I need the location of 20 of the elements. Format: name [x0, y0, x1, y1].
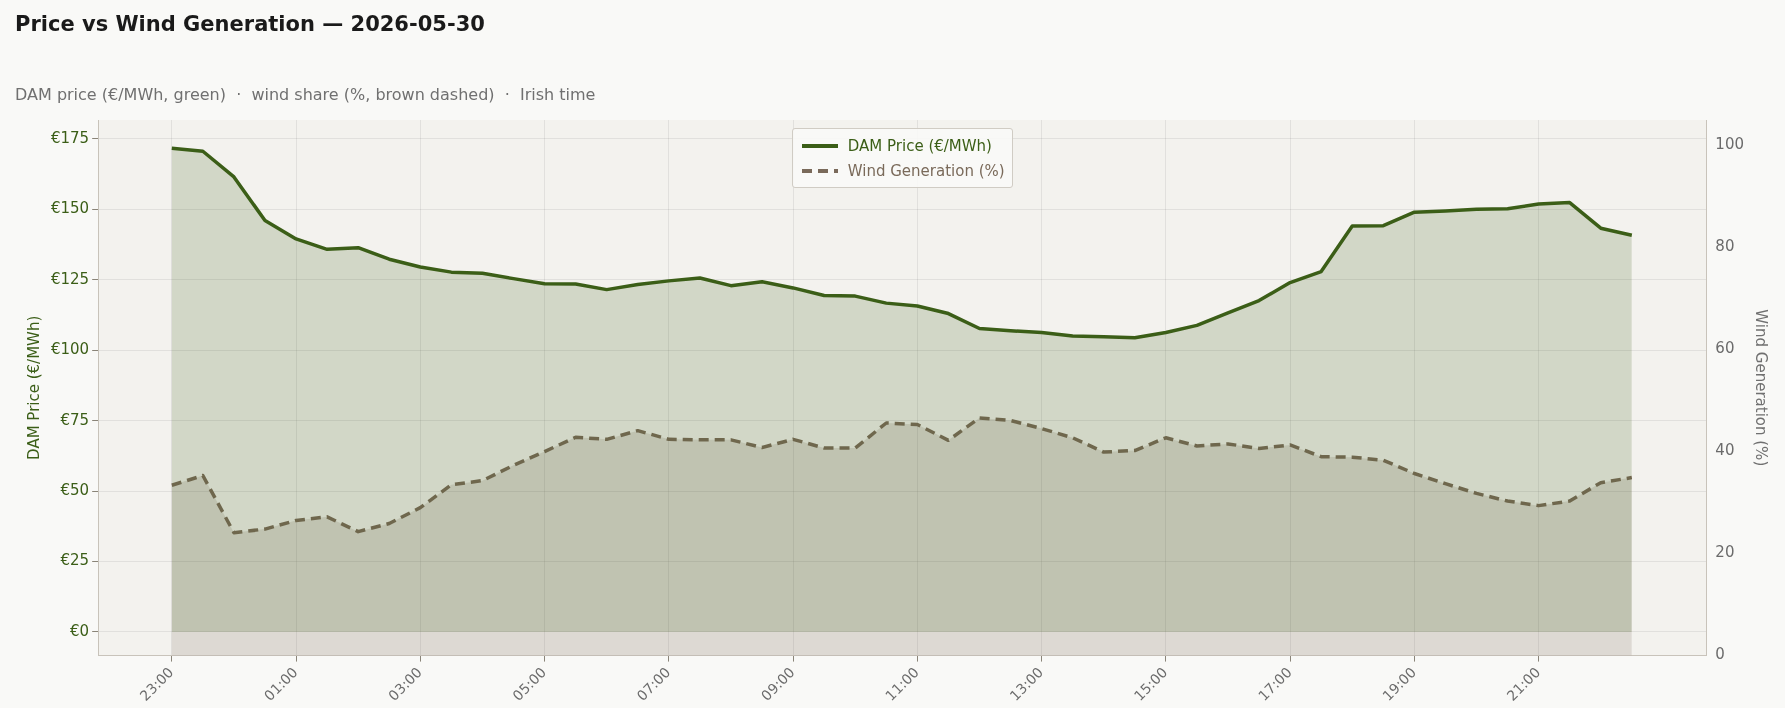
y-axis-title: DAM Price (€/MWh) — [24, 315, 43, 460]
chart-title: Price vs Wind Generation — 2026-05-30 — [15, 12, 485, 36]
y2-tick-label: 0 — [1715, 645, 1725, 664]
y2-tick-label: 20 — [1715, 543, 1735, 562]
y-tick-label: €100 — [50, 340, 90, 359]
y2-tick-label: 100 — [1715, 135, 1745, 154]
y-tick-label: €0 — [70, 621, 90, 640]
y-tick-label: €25 — [60, 551, 90, 570]
y-tick-label: €125 — [50, 269, 90, 288]
y2-tick-label: 80 — [1715, 237, 1735, 256]
y-tick-label: €75 — [60, 410, 90, 429]
y2-axis-title: Wind Generation (%) — [1752, 309, 1771, 467]
y2-tick-label: 40 — [1715, 441, 1735, 460]
y2-tick-label: 60 — [1715, 339, 1735, 358]
legend-label: DAM Price (€/MWh) — [847, 136, 992, 155]
legend-label: Wind Generation (%) — [847, 161, 1005, 180]
chart-subtitle: DAM price (€/MWh, green) · wind share (%, brown dashed) · Irish time — [15, 85, 596, 104]
y-tick-label: €175 — [50, 128, 90, 147]
y-tick-label: €150 — [50, 199, 90, 218]
y-tick-label: €50 — [60, 480, 90, 499]
